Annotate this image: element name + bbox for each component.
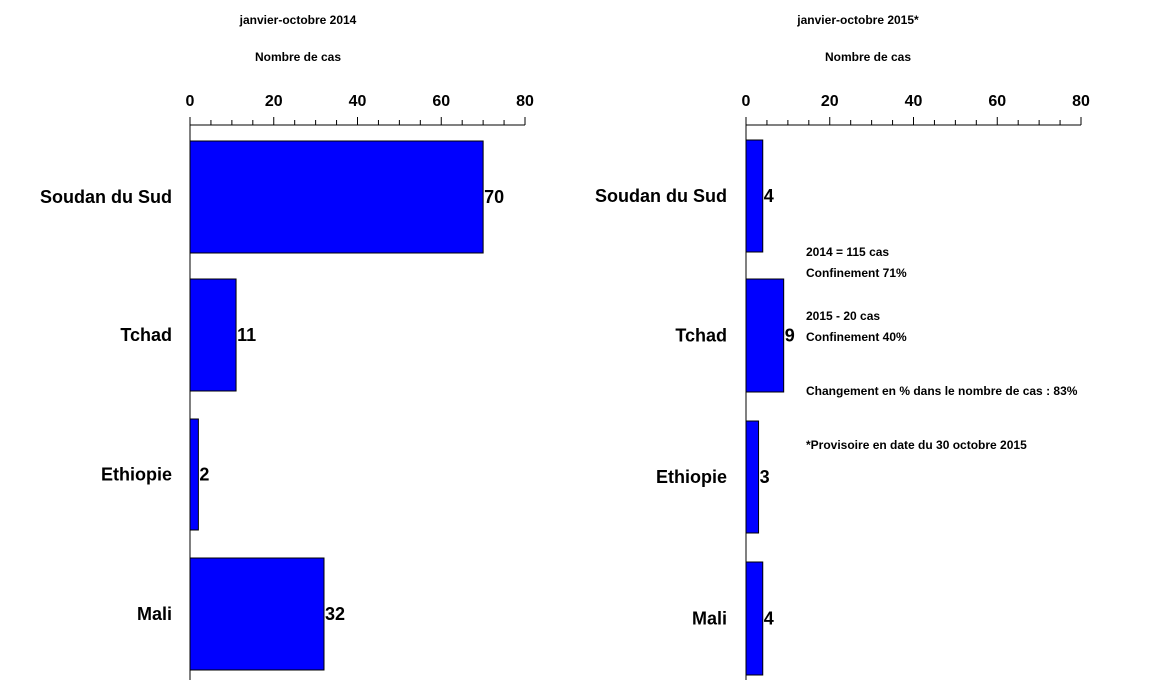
x-tick-label: 20 [821, 93, 839, 110]
category-label: Soudan du Sud [595, 186, 727, 206]
category-label: Soudan du Sud [40, 187, 172, 207]
x-tick-label: 20 [265, 93, 283, 110]
x-tick-label: 60 [988, 93, 1006, 110]
bar [745, 278, 785, 393]
category-label: Ethiopie [101, 465, 172, 485]
data-label: 2 [199, 465, 209, 485]
data-label: 32 [325, 604, 345, 624]
data-label: 4 [764, 609, 774, 629]
annotation-2014-cases: 2014 = 115 cas [806, 245, 889, 259]
x-tick-label: 80 [516, 93, 534, 110]
chart-2015: 0 20 40 60 80 Soudan du Sud 4 Tchad 9 Ethiopie 3 Ma… [595, 93, 1090, 680]
chart-2014: 0 20 40 60 80 Soudan du Sud 70 Tchad 11 Ethiopie 2… [40, 93, 534, 680]
annotation-2015-cases: 2015 - 20 cas [806, 309, 880, 323]
x-tick-label: 0 [186, 93, 195, 110]
x-tick-label: 40 [349, 93, 367, 110]
data-label: 4 [764, 186, 774, 206]
category-label: Tchad [675, 326, 727, 346]
data-label: 11 [237, 325, 256, 345]
bar [745, 139, 764, 253]
chart-2014-title: janvier-octobre 2014 [239, 13, 357, 27]
category-label: Tchad [120, 325, 172, 345]
data-label: 3 [760, 467, 770, 487]
annotation-2014-containment: Confinement 71% [806, 266, 907, 280]
bar [745, 420, 760, 534]
bar [189, 557, 325, 671]
chart-2015-title: janvier-octobre 2015* [796, 13, 919, 27]
chart-2014-xlabel: Nombre de cas [255, 50, 341, 64]
bar [189, 140, 484, 254]
data-label: 70 [484, 187, 504, 207]
x-tick-label: 0 [742, 93, 751, 110]
bar [189, 418, 199, 531]
x-tick-label: 80 [1072, 93, 1090, 110]
data-label: 9 [785, 326, 795, 346]
bar [745, 561, 764, 676]
chart-2015-xlabel: Nombre de cas [825, 50, 911, 64]
x-tick-label: 40 [905, 93, 923, 110]
category-label: Ethiopie [656, 467, 727, 487]
bar [189, 278, 237, 392]
annotation-provisional-note: *Provisoire en date du 30 octobre 2015 [806, 438, 1027, 452]
category-label: Mali [137, 604, 172, 624]
category-label: Mali [692, 609, 727, 629]
annotation-2015-containment: Confinement 40% [806, 330, 907, 344]
annotation-percent-change: Changement en % dans le nombre de cas : … [806, 384, 1078, 398]
x-tick-label: 60 [432, 93, 450, 110]
